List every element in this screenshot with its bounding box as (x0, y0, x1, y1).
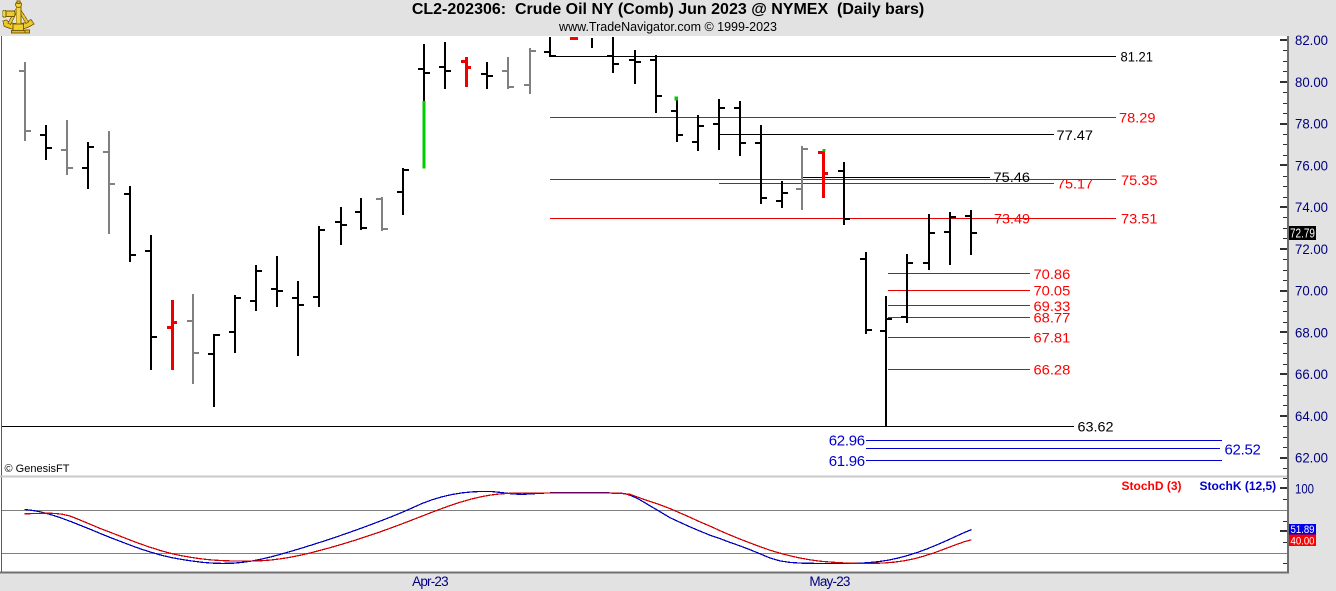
svg-text:62.52: 62.52 (1225, 441, 1261, 458)
svg-text:70.86: 70.86 (1034, 266, 1071, 282)
svg-text:78.00: 78.00 (1295, 116, 1328, 132)
svg-text:75.35: 75.35 (1121, 172, 1158, 188)
svg-text:80.00: 80.00 (1295, 74, 1328, 90)
svg-text:51.89: 51.89 (1291, 524, 1315, 536)
svg-text:62.96: 62.96 (829, 433, 865, 450)
svg-text:68.77: 68.77 (1034, 309, 1071, 325)
svg-text:64.00: 64.00 (1295, 408, 1328, 424)
svg-text:68.00: 68.00 (1295, 324, 1328, 340)
svg-text:75.17: 75.17 (1057, 176, 1093, 192)
svg-text:73.49: 73.49 (994, 210, 1030, 226)
svg-text:82.00: 82.00 (1295, 32, 1328, 48)
svg-text:75.46: 75.46 (994, 169, 1031, 185)
svg-text:70.05: 70.05 (1034, 283, 1071, 299)
svg-text:81.21: 81.21 (1121, 48, 1154, 64)
svg-text:69.33: 69.33 (1034, 298, 1071, 314)
svg-text:76.00: 76.00 (1295, 157, 1328, 173)
svg-text:73.51: 73.51 (1121, 210, 1158, 226)
svg-text:72.79: 72.79 (1290, 225, 1315, 240)
svg-text:72.00: 72.00 (1295, 241, 1328, 257)
svg-text:66.28: 66.28 (1034, 361, 1071, 377)
svg-text:70.00: 70.00 (1295, 283, 1328, 299)
svg-text:78.29: 78.29 (1119, 109, 1156, 125)
svg-text:67.81: 67.81 (1034, 329, 1071, 345)
svg-text:63.62: 63.62 (1078, 419, 1114, 435)
svg-text:74.00: 74.00 (1295, 199, 1328, 215)
svg-text:40.00: 40.00 (1291, 535, 1315, 547)
svg-text:100: 100 (1295, 481, 1314, 497)
svg-text:77.47: 77.47 (1057, 127, 1094, 143)
svg-text:62.00: 62.00 (1295, 450, 1328, 466)
svg-text:66.00: 66.00 (1295, 366, 1328, 382)
svg-text:61.96: 61.96 (829, 453, 865, 470)
